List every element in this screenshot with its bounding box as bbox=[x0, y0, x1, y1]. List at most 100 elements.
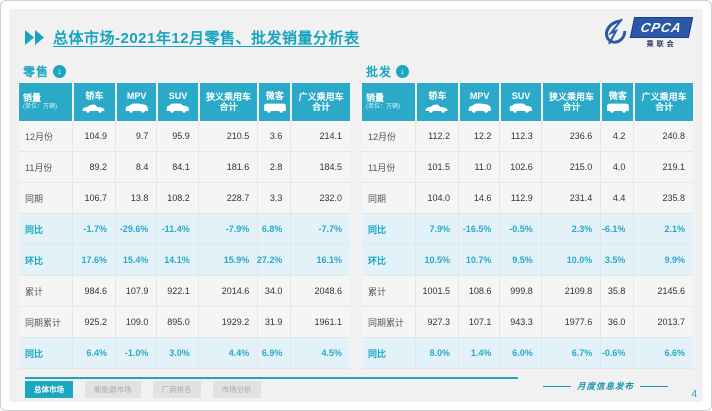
column-header-sedan-icon: 轿车 bbox=[414, 83, 458, 121]
table-row: 12月份 104.9 9.7 95.9 210.5 3.6 214.1 bbox=[19, 121, 350, 152]
tab-overall-market[interactable]: 总体市场 bbox=[25, 381, 73, 398]
value-cell: 2.1% bbox=[633, 214, 693, 244]
down-arrow-icon: ↓ bbox=[53, 64, 67, 78]
footer-note-text: 月度信息发布 bbox=[576, 381, 634, 391]
footer-note: 月度信息发布 bbox=[518, 377, 693, 392]
row-label: 环比 bbox=[368, 255, 387, 266]
value-cell: 9.9% bbox=[633, 245, 693, 275]
wholesale-section-head: 批发 ↓ bbox=[362, 59, 693, 83]
column-header-van-icon: 微客 bbox=[257, 83, 291, 121]
table-row: 同比 6.4% -1.0% 3.0% 4.4% 6.9% 4.5% bbox=[19, 338, 350, 369]
value-cell: 104.0 bbox=[414, 183, 458, 213]
tab-nev-market[interactable]: 新能源市场 bbox=[85, 381, 141, 398]
column-label-line2: 合计 bbox=[312, 102, 331, 112]
table-row: 同期 106.7 13.8 108.2 228.7 3.3 232.0 bbox=[19, 183, 350, 214]
value-cell: 3.3 bbox=[257, 183, 290, 213]
column-label: 轿车 bbox=[428, 90, 447, 101]
value-cell: 15.4% bbox=[114, 245, 156, 275]
wholesale-table: 销量 (单位：万辆) 轿车 MPV SUV 狭义乘用车 合计 微客 广义乘用车 合计 12月份 112… bbox=[362, 83, 693, 369]
value-cell: -7.9% bbox=[197, 214, 258, 244]
double-chevron-icon bbox=[25, 29, 47, 45]
value-cell: 922.1 bbox=[156, 276, 197, 306]
row-label: 同期 bbox=[25, 193, 44, 204]
value-cell: 8.4 bbox=[114, 152, 156, 182]
table-row: 同期累计 927.3 107.1 943.3 1977.6 36.0 2013.7 bbox=[362, 307, 693, 338]
column-header-sedan-icon: 轿车 bbox=[71, 83, 115, 121]
value-cell: 108.2 bbox=[156, 183, 197, 213]
row-label: 同期累计 bbox=[368, 317, 405, 328]
tab-market-analysis[interactable]: 市场分析 bbox=[212, 381, 261, 398]
value-cell: 112.2 bbox=[414, 121, 458, 151]
retail-label: 零售 bbox=[23, 64, 50, 79]
column-label: 微客 bbox=[608, 90, 627, 101]
value-cell: 927.3 bbox=[414, 307, 458, 337]
value-cell: -0.5% bbox=[499, 214, 540, 244]
value-cell: -1.7% bbox=[71, 214, 115, 244]
value-cell: -29.6% bbox=[114, 214, 156, 244]
value-cell: 2.3% bbox=[540, 214, 601, 244]
value-cell: 1001.5 bbox=[414, 276, 458, 306]
row-label: 累计 bbox=[25, 286, 44, 297]
column-header-total: 狭义乘用车 合计 bbox=[540, 83, 601, 121]
value-cell: 17.6% bbox=[71, 245, 115, 275]
row-label: 同比 bbox=[25, 224, 44, 235]
row-label: 12月份 bbox=[368, 131, 397, 142]
value-cell: 235.8 bbox=[633, 183, 693, 213]
value-cell: 943.3 bbox=[499, 307, 540, 337]
column-label: 微客 bbox=[265, 90, 284, 101]
value-cell: 10.7% bbox=[457, 245, 499, 275]
slide-content: CPCA CPCA CPCA CPCA CPCA 总体市场-2021年12月零售… bbox=[9, 9, 703, 402]
value-cell: 2109.8 bbox=[540, 276, 601, 306]
column-label: 轿车 bbox=[85, 90, 104, 101]
column-header-van-icon: 微客 bbox=[600, 83, 634, 121]
value-cell: 10.5% bbox=[414, 245, 458, 275]
row-label: 同期累计 bbox=[25, 317, 62, 328]
cpca-logo: CPCA 乘联会 bbox=[599, 17, 694, 49]
table-row: 累计 1001.5 108.6 999.8 2109.8 35.8 2145.6 bbox=[362, 276, 693, 307]
value-cell: 231.4 bbox=[540, 183, 601, 213]
value-cell: 4.2 bbox=[600, 121, 633, 151]
column-header-mpv-icon: MPV bbox=[457, 83, 500, 121]
value-cell: 228.7 bbox=[197, 183, 258, 213]
value-cell: 14.6 bbox=[457, 183, 499, 213]
table-row: 环比 17.6% 15.4% 14.1% 15.9% 27.2% 16.1% bbox=[19, 245, 350, 276]
tab-manufacturer-ranking[interactable]: 厂商排名 bbox=[152, 381, 201, 398]
value-cell: 9.5% bbox=[499, 245, 540, 275]
value-cell: 4.4 bbox=[600, 183, 633, 213]
column-header-total: 广义乘用车 合计 bbox=[290, 83, 350, 121]
logo-text-block: CPCA 乘联会 bbox=[629, 17, 694, 49]
value-cell: 984.6 bbox=[71, 276, 115, 306]
unit-note: (单位：万辆) bbox=[23, 104, 57, 111]
column-label: 狭义乘用车 bbox=[549, 91, 595, 102]
column-label: 狭义乘用车 bbox=[206, 91, 252, 102]
value-cell: 8.0% bbox=[414, 338, 458, 368]
value-cell: 236.6 bbox=[540, 121, 601, 151]
column-label: MPV bbox=[126, 90, 147, 101]
value-cell: 1929.2 bbox=[197, 307, 258, 337]
unit-note: (单位：万辆) bbox=[366, 104, 400, 111]
nav-tabbar: 总体市场 新能源市场 厂商排名 市场分析 bbox=[25, 377, 518, 398]
value-cell: 102.6 bbox=[499, 152, 540, 182]
value-cell: 3.6 bbox=[257, 121, 290, 151]
value-cell: 215.0 bbox=[540, 152, 601, 182]
value-cell: 112.3 bbox=[499, 121, 540, 151]
column-header-suv-icon: SUV bbox=[499, 83, 541, 121]
value-cell: 4.0 bbox=[600, 152, 633, 182]
value-cell: 210.5 bbox=[197, 121, 258, 151]
value-cell: 232.0 bbox=[290, 183, 350, 213]
value-cell: 108.6 bbox=[457, 276, 499, 306]
value-cell: 4.5% bbox=[290, 338, 350, 368]
table-row: 同比 8.0% 1.4% 6.0% 6.7% -0.6% 6.6% bbox=[362, 338, 693, 369]
value-cell: 107.1 bbox=[457, 307, 499, 337]
value-cell: 2145.6 bbox=[633, 276, 693, 306]
table-row: 12月份 112.2 12.2 112.3 236.6 4.2 240.8 bbox=[362, 121, 693, 152]
table-header-row: 销量 (单位：万辆) 轿车 MPV SUV 狭义乘用车 合计 微客 广义乘用车 合计 bbox=[362, 83, 693, 121]
row-label: 同比 bbox=[368, 348, 387, 359]
value-cell: 11.0 bbox=[457, 152, 499, 182]
row-label: 同比 bbox=[368, 224, 387, 235]
retail-section-head: 零售 ↓ bbox=[19, 59, 350, 83]
table-header-row: 销量 (单位：万辆) 轿车 MPV SUV 狭义乘用车 合计 微客 广义乘用车 合计 bbox=[19, 83, 350, 121]
value-cell: -0.6% bbox=[600, 338, 633, 368]
row-label: 11月份 bbox=[368, 162, 396, 173]
